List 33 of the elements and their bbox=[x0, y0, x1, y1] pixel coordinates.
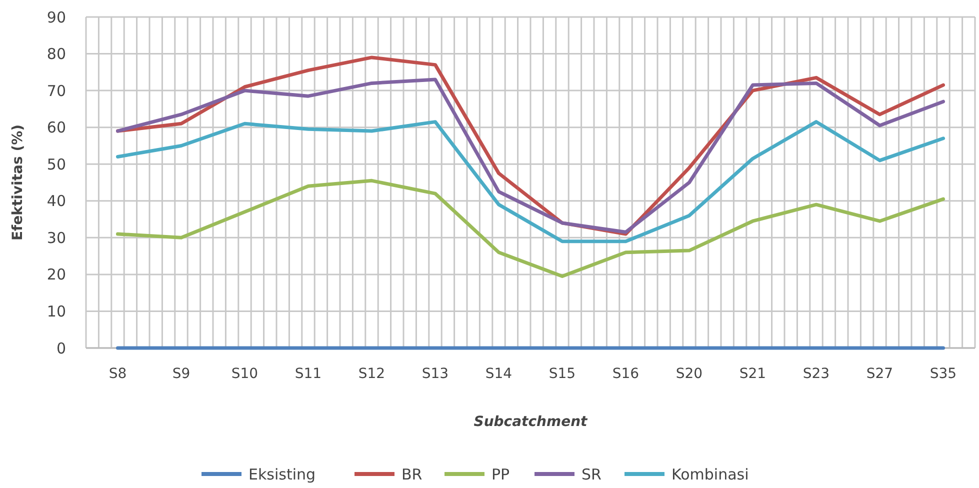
legend-label: SR bbox=[582, 465, 602, 484]
x-tick-label: S21 bbox=[739, 366, 766, 382]
legend-label: BR bbox=[402, 465, 422, 484]
x-tick-label: S12 bbox=[358, 366, 386, 382]
y-tick-label: 30 bbox=[46, 228, 66, 247]
x-tick-label: S14 bbox=[485, 366, 512, 382]
x-axis-title: Subcatchment bbox=[474, 414, 589, 430]
y-tick-label: 0 bbox=[56, 339, 66, 358]
x-tick-label: S27 bbox=[866, 366, 894, 382]
legend-label: Eksisting bbox=[248, 465, 316, 484]
x-tick-label: S16 bbox=[612, 366, 640, 382]
x-tick-label: S10 bbox=[231, 366, 258, 382]
legend-label: PP bbox=[492, 465, 510, 484]
x-tick-label: S15 bbox=[548, 366, 576, 382]
y-tick-label: 80 bbox=[46, 45, 66, 64]
y-tick-label: 70 bbox=[46, 82, 66, 100]
line-series bbox=[116, 120, 945, 244]
x-tick-label: S13 bbox=[422, 366, 449, 382]
x-tick-label: S8 bbox=[108, 366, 127, 382]
x-tick-label: S23 bbox=[802, 366, 830, 382]
y-tick-label: 90 bbox=[46, 8, 66, 26]
line-series bbox=[116, 178, 945, 278]
y-tick-label: 10 bbox=[46, 302, 66, 320]
y-tick-label: 50 bbox=[46, 155, 66, 174]
y-axis-title: Efektivitas (%) bbox=[10, 124, 26, 241]
x-tick-label: S35 bbox=[930, 366, 957, 382]
y-tick-label: 40 bbox=[46, 192, 66, 210]
x-tick-label: S20 bbox=[676, 366, 703, 382]
x-tick-label: S9 bbox=[172, 366, 190, 382]
y-tick-label: 60 bbox=[46, 118, 66, 137]
legend-label: Kombinasi bbox=[672, 465, 749, 484]
x-tick-label: S11 bbox=[294, 366, 322, 382]
y-tick-label: 20 bbox=[46, 266, 66, 284]
